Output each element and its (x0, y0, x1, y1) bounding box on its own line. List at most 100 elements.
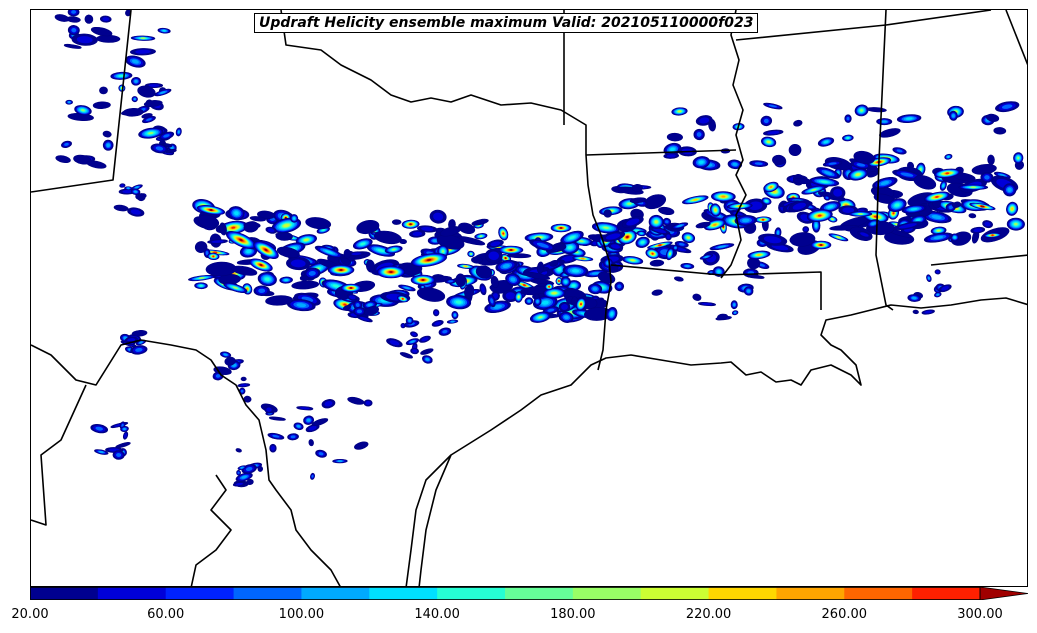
helicity-field (54, 10, 1025, 488)
helicity-contour (676, 224, 683, 228)
helicity-contour (768, 104, 778, 108)
helicity-contour (199, 284, 203, 287)
helicity-contour (734, 311, 737, 314)
state-boundary-nm-west (31, 10, 132, 193)
helicity-contour (411, 332, 417, 336)
helicity-contour (420, 348, 434, 355)
helicity-contour (948, 205, 953, 210)
helicity-contour (856, 173, 860, 176)
helicity-contour (913, 175, 937, 190)
helicity-contour (308, 270, 316, 276)
helicity-contour (666, 154, 676, 158)
helicity-contour (240, 384, 248, 387)
helicity-contour (658, 244, 662, 247)
helicity-contour (678, 242, 685, 246)
helicity-contour (846, 116, 850, 121)
helicity-contour (360, 242, 366, 246)
helicity-contour (984, 221, 991, 227)
helicity-contour (557, 267, 561, 272)
helicity-contour (377, 249, 385, 252)
colorbar-tick-label: 300.00 (957, 607, 1003, 622)
colorbar-tick-label: 100.00 (278, 607, 325, 622)
helicity-contour (290, 435, 296, 439)
helicity-contour (306, 418, 311, 422)
helicity-contour (687, 236, 690, 239)
helicity-contour (880, 181, 890, 186)
helicity-contour (670, 147, 675, 152)
helicity-contour (299, 275, 309, 282)
helicity-contour (351, 252, 361, 256)
helicity-contour (900, 172, 914, 177)
helicity-contour (272, 434, 280, 438)
helicity-contour (860, 232, 869, 237)
helicity-contour (102, 17, 110, 22)
helicity-contour (408, 319, 411, 322)
helicity-contour (122, 189, 133, 194)
helicity-contour (853, 150, 875, 165)
helicity-contour (305, 217, 332, 230)
gulf-coast (405, 297, 1027, 586)
helicity-contour (194, 241, 208, 254)
helicity-contour (240, 376, 247, 382)
helicity-contour (827, 205, 834, 209)
helicity-contour (502, 263, 510, 269)
helicity-contour (741, 218, 750, 223)
helicity-contour (163, 134, 170, 138)
helicity-contour (504, 257, 507, 260)
helicity-contour (308, 439, 314, 447)
helicity-contour (626, 218, 640, 226)
helicity-contour (347, 396, 365, 405)
helicity-contour (674, 246, 677, 249)
helicity-contour (131, 59, 139, 64)
helicity-contour (219, 222, 227, 236)
helicity-contour (693, 198, 698, 201)
helicity-contour (448, 280, 454, 283)
helicity-contour (355, 302, 360, 307)
helicity-contour (458, 222, 476, 234)
helicity-contour (665, 220, 669, 224)
helicity-contour (911, 296, 917, 300)
helicity-contour (116, 452, 122, 457)
helicity-contour (159, 91, 166, 94)
helicity-contour (717, 270, 721, 273)
helicity-contour (772, 154, 786, 166)
helicity-contour (510, 277, 516, 282)
helicity-contour (389, 340, 400, 346)
helicity-contour (924, 310, 933, 314)
helicity-contour (133, 98, 136, 101)
colorbar-bin (912, 587, 981, 600)
helicity-contour (866, 107, 887, 113)
helicity-contour (123, 427, 126, 431)
helicity-contour (581, 257, 585, 260)
helicity-contour (246, 478, 254, 485)
helicity-contour (464, 265, 468, 268)
helicity-contour (912, 309, 919, 315)
helicity-contour (871, 222, 876, 225)
helicity-contour (265, 277, 270, 281)
colorbar-bin (437, 587, 506, 600)
helicity-contour (81, 109, 85, 112)
helicity-contour (293, 217, 296, 220)
helicity-contour (95, 426, 104, 431)
helicity-contour (264, 248, 268, 252)
state-boundary-al-ga (1005, 10, 1027, 66)
colorbar-bin (640, 587, 710, 600)
helicity-contour (746, 274, 765, 279)
helicity-contour (416, 287, 446, 302)
map-panel (30, 9, 1028, 587)
helicity-contour (425, 358, 430, 361)
helicity-contour (349, 295, 356, 300)
helicity-contour (135, 49, 151, 54)
colorbar-bin (708, 587, 777, 600)
helicity-contour (1001, 104, 1013, 109)
helicity-contour (714, 208, 717, 212)
helicity-contour (894, 203, 900, 207)
helicity-contour (432, 239, 438, 243)
helicity-contour (391, 248, 396, 251)
helicity-contour (324, 401, 333, 407)
helicity-contour (941, 286, 949, 291)
helicity-contour (563, 315, 569, 320)
helicity-contour (356, 219, 380, 235)
helicity-contour (919, 168, 922, 171)
helicity-contour (945, 172, 950, 175)
